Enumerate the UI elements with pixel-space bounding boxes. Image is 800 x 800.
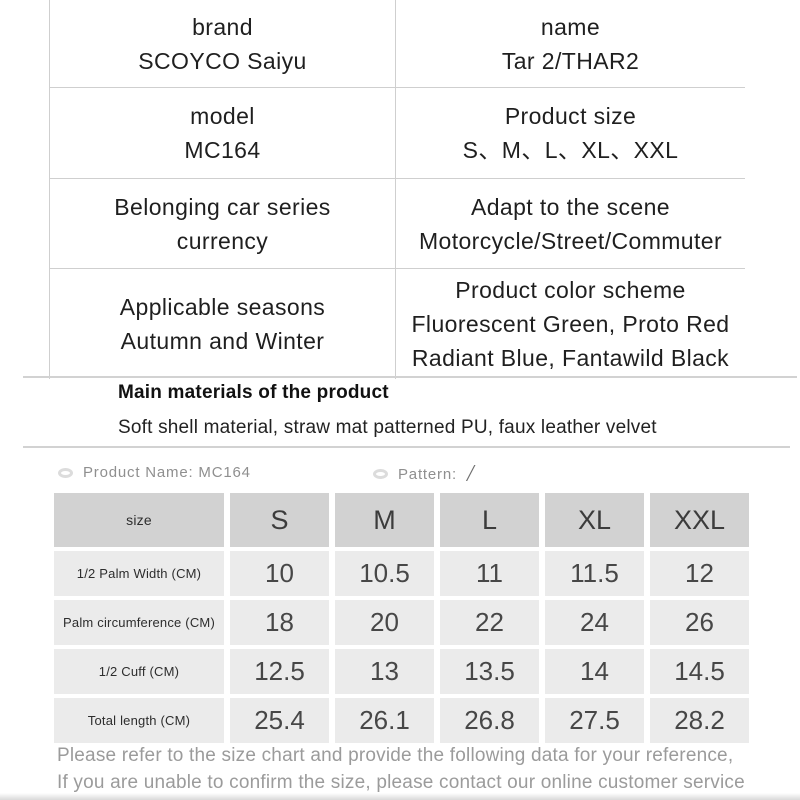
row-label: 1/2 Palm Width (CM) [54, 551, 224, 596]
divider-materials-bottom [23, 446, 790, 448]
table-row-palm-circumference: Palm circumference (CM) 18 20 22 24 26 [54, 600, 749, 645]
table-cell: 11 [440, 551, 539, 596]
size-table-corner: size [54, 493, 224, 547]
spec-cell-car-series: Belonging car series currency [50, 179, 396, 268]
size-chart-meta: Product Name: MC164 Pattern: / [58, 461, 758, 488]
table-row-palm-width: 1/2 Palm Width (CM) 10 10.5 11 11.5 12 [54, 551, 749, 596]
size-table-header-row: size S M L XL XXL [54, 493, 749, 547]
pattern-group: Pattern: / [373, 461, 474, 487]
table-cell: 28.2 [650, 698, 749, 743]
row-label: 1/2 Cuff (CM) [54, 649, 224, 694]
table-cell: 27.5 [545, 698, 644, 743]
row-label: Total length (CM) [54, 698, 224, 743]
table-cell: 24 [545, 600, 644, 645]
spec-cell-brand: brand SCOYCO Saiyu [50, 0, 396, 87]
size-column-l: L [440, 493, 539, 547]
spec-color-scheme-title: Product color scheme [455, 277, 686, 303]
spec-cell-model: model MC164 [50, 88, 396, 178]
table-cell: 22 [440, 600, 539, 645]
spec-row-model-size: model MC164 Product size S、M、L、XL、XXL [50, 88, 745, 179]
spec-cell-scene: Adapt to the scene Motorcycle/Street/Com… [396, 179, 745, 268]
table-cell: 26 [650, 600, 749, 645]
table-cell: 13 [335, 649, 434, 694]
table-cell: 26.1 [335, 698, 434, 743]
materials-title: Main materials of the product [118, 382, 389, 403]
divider-spec-bottom [23, 376, 797, 378]
spec-brand-value: SCOYCO Saiyu [138, 47, 307, 74]
size-column-xxl: XXL [650, 493, 749, 547]
size-note: Please refer to the size chart and provi… [57, 742, 777, 796]
spec-cell-product-size: Product size S、M、L、XL、XXL [396, 88, 745, 178]
spec-scene-title: Adapt to the scene [470, 193, 670, 220]
spec-row-brand-name: brand SCOYCO Saiyu name Tar 2/THAR2 [50, 0, 745, 88]
table-cell: 11.5 [545, 551, 644, 596]
table-cell: 26.8 [440, 698, 539, 743]
spec-model-value: MC164 [184, 137, 261, 163]
table-cell: 12 [650, 551, 749, 596]
table-row-total-length: Total length (CM) 25.4 26.1 26.8 27.5 28… [54, 698, 749, 743]
spec-seasons-title: Applicable seasons [119, 294, 326, 320]
oval-bullet-icon [373, 469, 388, 479]
size-column-s: S [230, 493, 329, 547]
spec-cell-name: name Tar 2/THAR2 [396, 0, 745, 87]
size-note-line1: Please refer to the size chart and provi… [57, 745, 734, 766]
spec-cell-color-scheme: Product color scheme Fluorescent Green, … [396, 269, 745, 379]
image-bottom-edge [0, 793, 800, 800]
table-cell: 14 [545, 649, 644, 694]
product-name-group: Product Name: MC164 [58, 464, 251, 481]
table-cell: 12.5 [230, 649, 329, 694]
size-column-xl: XL [545, 493, 644, 547]
table-cell: 10 [230, 551, 329, 596]
product-spec-table: brand SCOYCO Saiyu name Tar 2/THAR2 mode… [49, 0, 745, 379]
row-label: Palm circumference (CM) [54, 600, 224, 645]
table-cell: 25.4 [230, 698, 329, 743]
pattern-label: Pattern: [398, 465, 457, 483]
size-note-line2: If you are unable to confirm the size, p… [57, 772, 745, 793]
table-cell: 14.5 [650, 649, 749, 694]
spec-model-title: model [190, 103, 255, 129]
table-cell: 10.5 [335, 551, 434, 596]
materials-description: Soft shell material, straw mat patterned… [118, 417, 657, 438]
size-table: size S M L XL XXL 1/2 Palm Width (CM) 10… [54, 493, 749, 743]
spec-car-series-value: currency [176, 227, 269, 254]
table-row-cuff: 1/2 Cuff (CM) 12.5 13 13.5 14 14.5 [54, 649, 749, 694]
spec-color-scheme-value1: Fluorescent Green, Proto Red [411, 311, 730, 337]
materials-section: Main materials of the product Soft shell… [118, 382, 793, 439]
table-cell: 20 [335, 600, 434, 645]
spec-seasons-value: Autumn and Winter [120, 328, 325, 354]
size-column-m: M [335, 493, 434, 547]
spec-name-title: name [540, 13, 601, 40]
spec-color-scheme-value2: Radiant Blue, Fantawild Black [411, 345, 730, 371]
table-cell: 13.5 [440, 649, 539, 694]
product-name-label: Product Name: MC164 [83, 464, 251, 481]
spec-scene-value: Motorcycle/Street/Commuter [418, 227, 723, 254]
spec-car-series-title: Belonging car series [114, 193, 331, 220]
spec-row-seasons-colors: Applicable seasons Autumn and Winter Pro… [50, 269, 745, 379]
spec-product-size-title: Product size [504, 103, 637, 129]
oval-bullet-icon [58, 467, 73, 478]
spec-name-value: Tar 2/THAR2 [501, 47, 640, 74]
table-cell: 18 [230, 600, 329, 645]
pattern-value: / [466, 461, 474, 487]
spec-product-size-value: S、M、L、XL、XXL [462, 137, 679, 163]
spec-row-series-scene: Belonging car series currency Adapt to t… [50, 179, 745, 269]
spec-brand-title: brand [192, 13, 253, 40]
spec-cell-seasons: Applicable seasons Autumn and Winter [50, 269, 396, 379]
